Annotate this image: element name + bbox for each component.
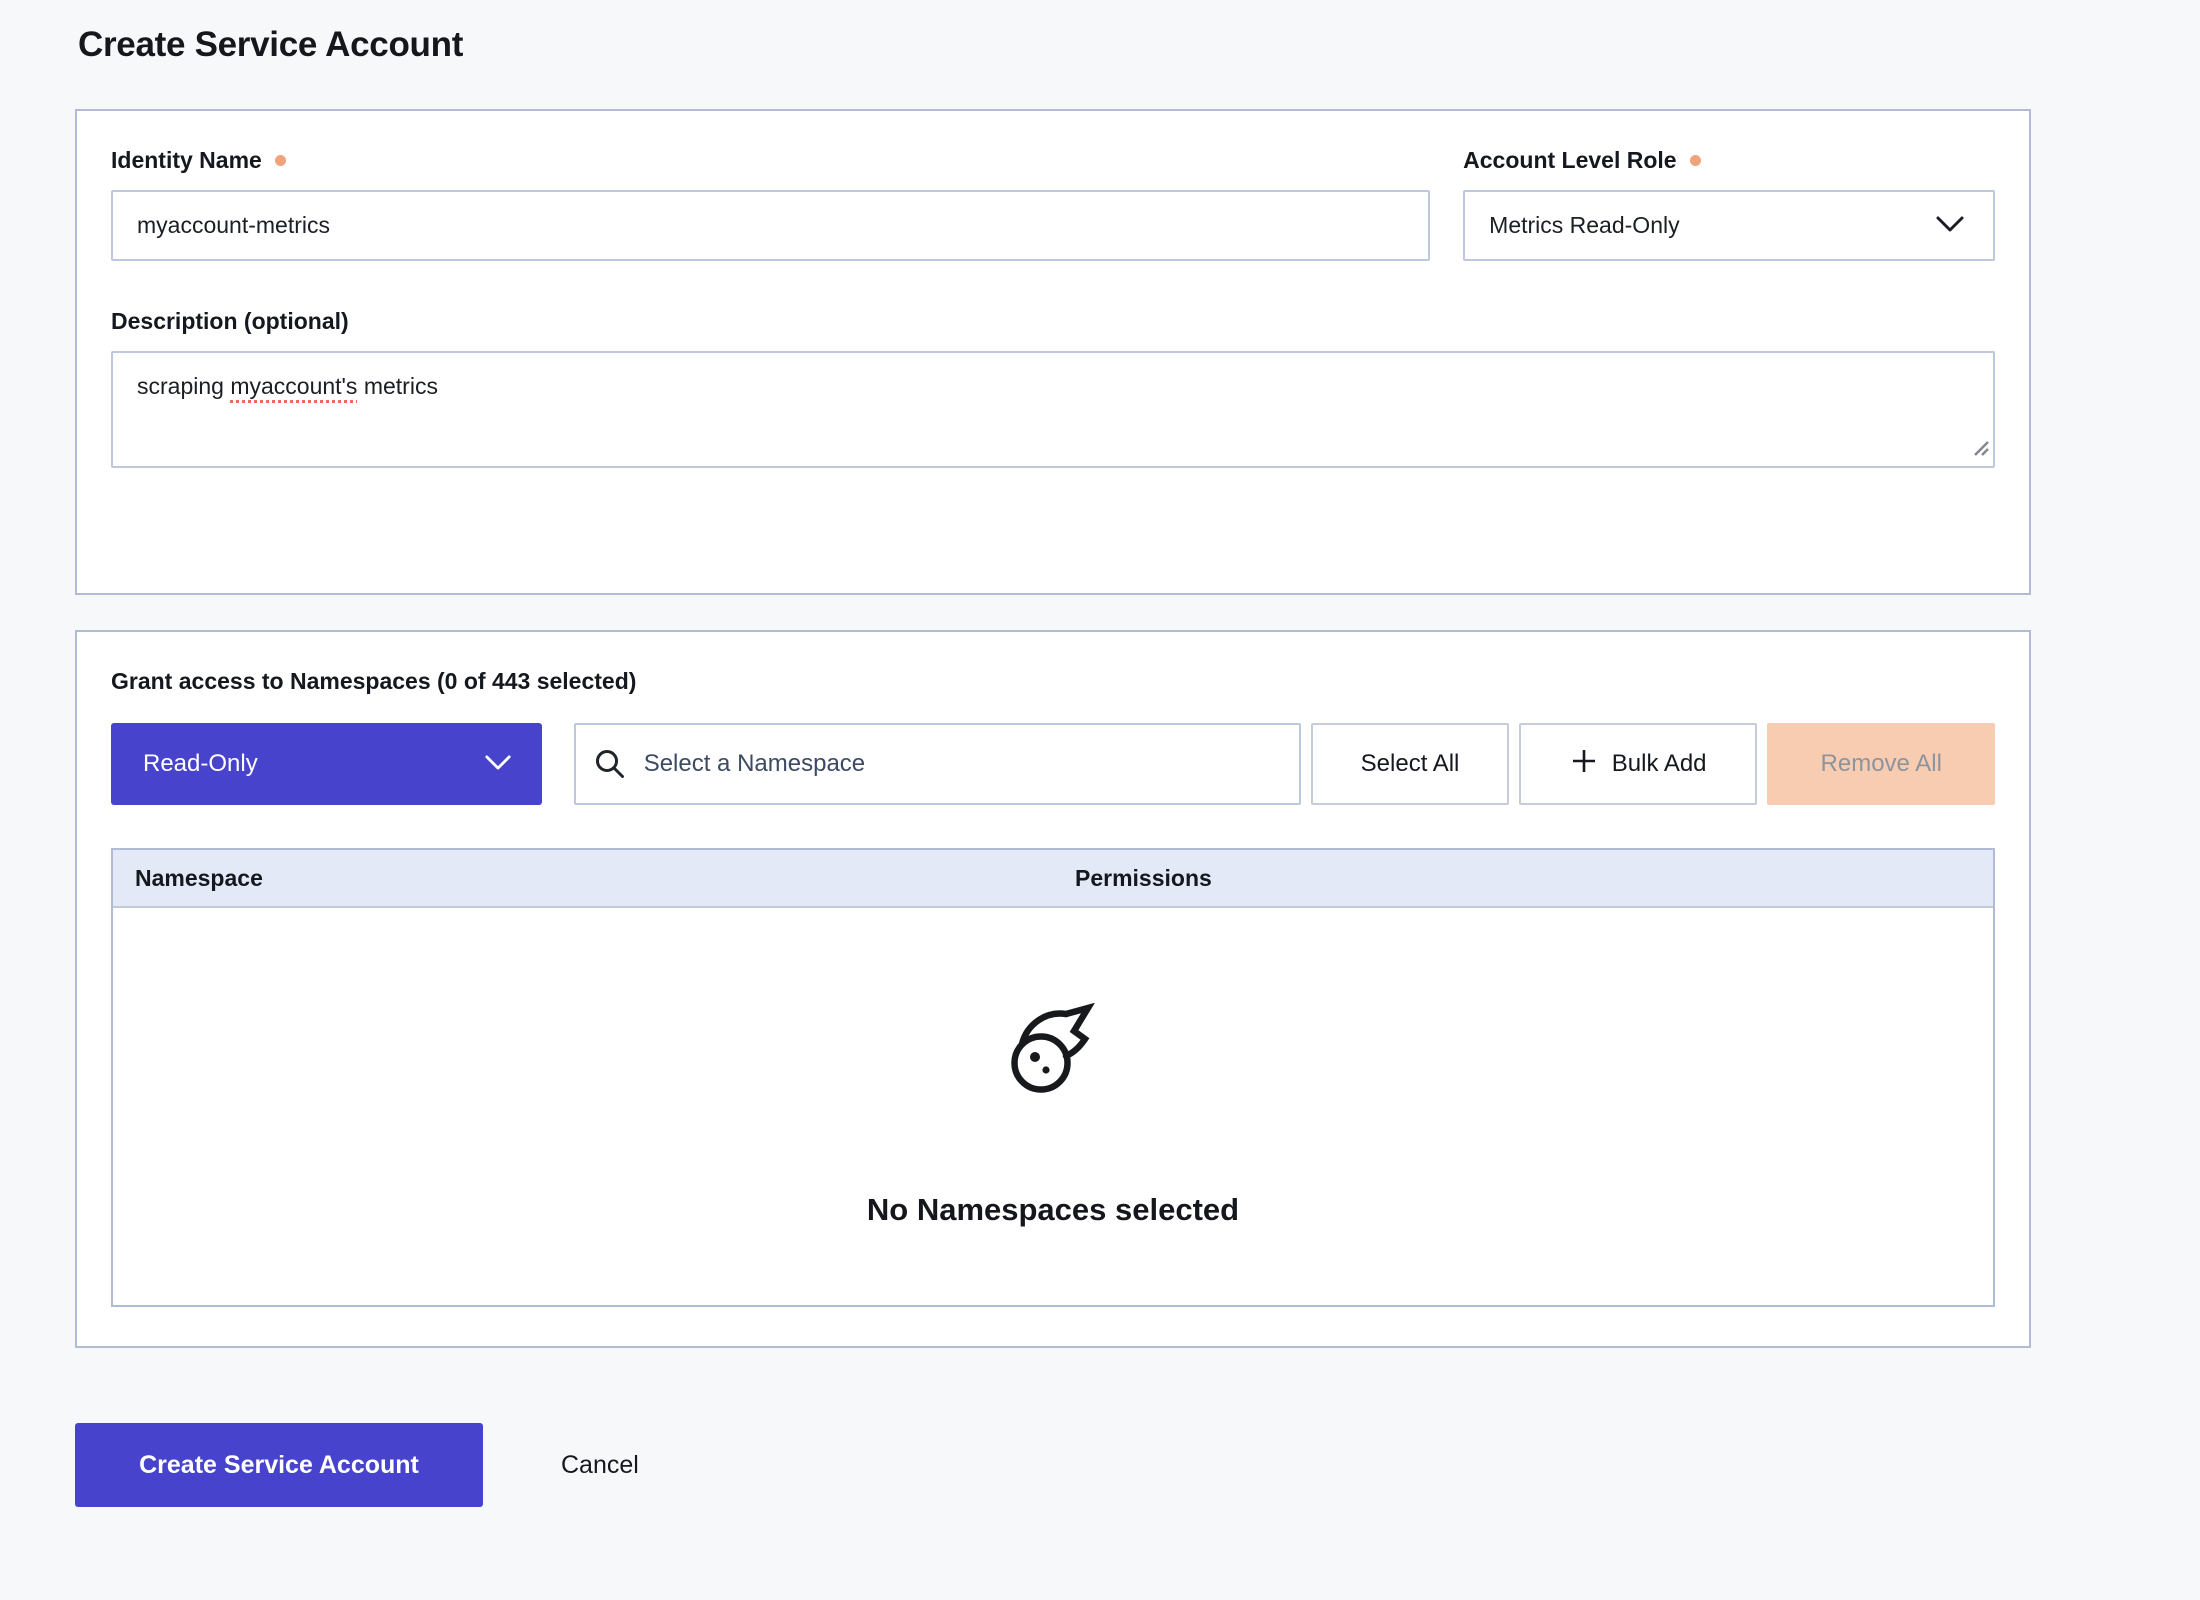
identity-name-label: Identity Name (111, 147, 1430, 174)
description-textarea[interactable]: scraping myaccount's metrics (111, 351, 1995, 468)
create-service-account-page: Create Service Account Identity Name Acc… (75, 25, 2200, 1507)
identity-name-input[interactable] (111, 190, 1431, 261)
account-level-role-label: Account Level Role (1463, 147, 1995, 174)
account-level-role-select[interactable]: Metrics Read-Only (1463, 190, 1995, 261)
required-dot-icon (274, 155, 286, 166)
namespaces-heading: Grant access to Namespaces (0 of 443 sel… (111, 668, 637, 694)
description-text: scraping (137, 373, 231, 399)
cancel-button[interactable]: Cancel (551, 1423, 649, 1507)
description-label: Description (optional) (111, 308, 349, 334)
table-header-namespace: Namespace (135, 864, 263, 891)
comet-icon (1008, 1002, 1098, 1100)
table-header-permissions: Permissions (1075, 864, 1212, 891)
chevron-down-icon (484, 750, 512, 778)
namespace-search (573, 723, 1302, 805)
remove-all-button[interactable]: Remove All (1767, 723, 1996, 805)
textarea-resize-grip-icon[interactable] (1969, 436, 1991, 464)
plus-icon (1570, 747, 1598, 782)
namespaces-table-header: Namespace Permissions (113, 850, 1993, 908)
chevron-down-icon (1935, 212, 1965, 239)
permission-role-value: Read-Only (143, 750, 258, 777)
namespaces-card: Grant access to Namespaces (0 of 443 sel… (75, 630, 2031, 1348)
required-dot-icon (1689, 155, 1701, 166)
namespaces-table: Namespace Permissions No Namespaces sele… (111, 848, 1995, 1307)
permission-role-dropdown[interactable]: Read-Only (111, 723, 542, 805)
bulk-add-button[interactable]: Bulk Add (1518, 723, 1758, 805)
select-all-button[interactable]: Select All (1311, 723, 1509, 805)
create-service-account-button[interactable]: Create Service Account (75, 1423, 483, 1507)
empty-state-text: No Namespaces selected (866, 1192, 1240, 1227)
description-text: metrics (357, 373, 438, 399)
description-text-misspelled: myaccount's (230, 373, 358, 399)
namespace-search-input[interactable] (573, 723, 1302, 805)
namespaces-toolbar: Read-Only Select All (111, 723, 1996, 805)
page-title: Create Service Account (78, 25, 464, 64)
account-level-role-value: Metrics Read-Only (1489, 212, 1680, 238)
footer-actions: Create Service Account Cancel (75, 1423, 2200, 1507)
identity-details-card: Identity Name Account Level Role Metrics… (75, 109, 2031, 595)
namespaces-empty-state: No Namespaces selected (113, 908, 1993, 1305)
